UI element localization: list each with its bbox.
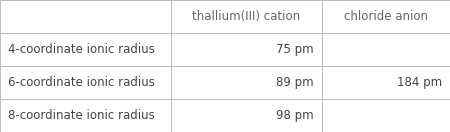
- Text: chloride anion: chloride anion: [344, 10, 428, 23]
- Text: 4-coordinate ionic radius: 4-coordinate ionic radius: [8, 43, 155, 56]
- Text: 98 pm: 98 pm: [276, 109, 314, 122]
- Text: thallium(III) cation: thallium(III) cation: [192, 10, 301, 23]
- Text: 184 pm: 184 pm: [397, 76, 442, 89]
- Text: 75 pm: 75 pm: [276, 43, 314, 56]
- Text: 8-coordinate ionic radius: 8-coordinate ionic radius: [8, 109, 155, 122]
- Text: 89 pm: 89 pm: [276, 76, 314, 89]
- Text: 6-coordinate ionic radius: 6-coordinate ionic radius: [8, 76, 155, 89]
